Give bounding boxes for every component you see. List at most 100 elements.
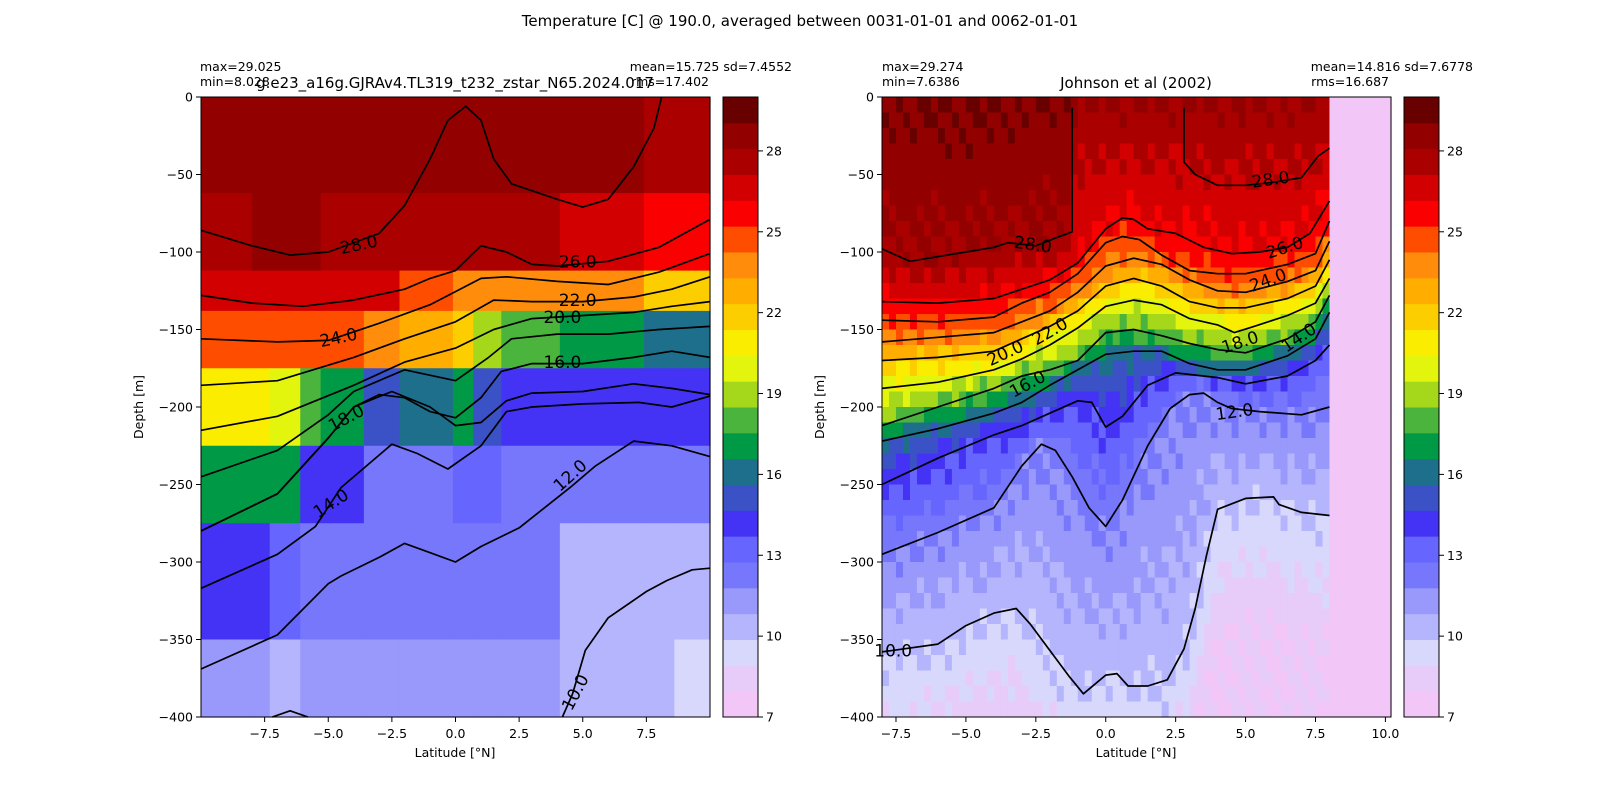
heatmap-cell (882, 484, 890, 501)
heatmap-cell (944, 376, 953, 393)
heatmap-cell (1273, 469, 1282, 486)
heatmap-cell (1224, 453, 1233, 470)
heatmap-cell (972, 360, 981, 377)
heatmap-cell (1238, 639, 1247, 656)
heatmap-cell (958, 360, 967, 377)
heatmap-cell (1119, 531, 1128, 548)
heatmap-cell (1322, 469, 1331, 486)
heatmap-cell (1224, 190, 1233, 207)
heatmap-cell (1371, 577, 1380, 594)
heatmap-cell (1133, 190, 1142, 207)
heatmap-cell (972, 128, 981, 145)
heatmap-cell (1280, 298, 1289, 315)
heatmap-cell (1245, 174, 1254, 191)
heatmap-cell (923, 515, 932, 532)
heatmap-cell (1084, 701, 1093, 718)
heatmap-cell (1028, 515, 1037, 532)
heatmap-cell (1021, 422, 1030, 439)
heatmap-cell (1168, 360, 1177, 377)
heatmap-cell (882, 298, 890, 315)
heatmap-cell (986, 376, 995, 393)
heatmap-cell (909, 453, 918, 470)
contour-line (1183, 107, 1330, 187)
heatmap-cell (1063, 624, 1072, 641)
heatmap-cell (1154, 546, 1163, 563)
heatmap-cell (972, 608, 981, 625)
heatmap-cell (1308, 159, 1317, 176)
heatmap-cell (1231, 391, 1240, 408)
heatmap-cell (1336, 360, 1345, 377)
heatmap-cell (1343, 546, 1352, 563)
heatmap-cell (965, 128, 974, 145)
heatmap-cell (1238, 546, 1247, 563)
heatmap-cell (1357, 500, 1366, 517)
heatmap-cell (1140, 174, 1149, 191)
heatmap-cell (902, 562, 911, 579)
contour-line (881, 277, 1331, 390)
heatmap-cell (1308, 577, 1317, 594)
heatmap-cell (1371, 438, 1380, 455)
heatmap-cell (590, 445, 645, 524)
heatmap-cell (1322, 314, 1331, 331)
heatmap-cell (1203, 298, 1212, 315)
heatmap-cell (937, 670, 946, 687)
heatmap-cell (1147, 97, 1156, 114)
heatmap-cell (1329, 391, 1338, 408)
heatmap-cell (1385, 562, 1392, 579)
heatmap-cell (1273, 329, 1282, 346)
heatmap-cell (1007, 190, 1016, 207)
heatmap-cell (1238, 655, 1247, 672)
heatmap-cell (1098, 190, 1107, 207)
heatmap-cell (1280, 469, 1289, 486)
heatmap-cell (1091, 546, 1100, 563)
heatmap-cell (1315, 438, 1324, 455)
heatmap-cell (1140, 531, 1149, 548)
heatmap-cell (1154, 97, 1163, 114)
heatmap-cell (951, 407, 960, 424)
heatmap-cell (1238, 407, 1247, 424)
heatmap-cell (909, 143, 918, 160)
heatmap-cell (1245, 236, 1254, 253)
heatmap-cell (1028, 655, 1037, 672)
heatmap-cell (1063, 686, 1072, 703)
heatmap-cell (1168, 577, 1177, 594)
heatmap-cell (1294, 221, 1303, 238)
heatmap-cell (1161, 639, 1170, 656)
heatmap-cell (452, 445, 474, 524)
heatmap-cell (1245, 453, 1254, 470)
heatmap-cell (979, 97, 988, 114)
heatmap-cell (1189, 143, 1198, 160)
heatmap-cell (1322, 546, 1331, 563)
heatmap-cell (1294, 422, 1303, 439)
heatmap-cell (1329, 655, 1338, 672)
heatmap-cell (930, 236, 939, 253)
heatmap-cell (1182, 422, 1191, 439)
heatmap-cell (1238, 283, 1247, 300)
x-tick-label: 5.0 (573, 726, 593, 741)
x-tick-label: 10.0 (1371, 726, 1399, 741)
heatmap-cell (986, 469, 995, 486)
heatmap-cell (1294, 593, 1303, 610)
heatmap-cell (888, 438, 897, 455)
x-tick-label: 7.5 (636, 726, 656, 741)
heatmap-cell (1112, 236, 1121, 253)
heatmap-cell (1210, 252, 1219, 269)
heatmap-cell (1063, 221, 1072, 238)
heatmap-cell (1049, 345, 1058, 362)
heatmap-cell (1280, 639, 1289, 656)
heatmap-cell (1196, 143, 1205, 160)
heatmap-cell (1175, 531, 1184, 548)
colorbar-segment (723, 200, 758, 227)
heatmap-cell (1315, 422, 1324, 439)
heatmap-cell (1119, 593, 1128, 610)
heatmap-cell (1014, 701, 1023, 718)
heatmap-cell (1021, 438, 1030, 455)
heatmap-cell (1084, 128, 1093, 145)
heatmap-cell (1196, 624, 1205, 641)
colorbar-tick-label: 16 (766, 467, 782, 482)
heatmap-cell (201, 639, 253, 718)
heatmap-cell (1231, 360, 1240, 377)
heatmap-cell (1147, 112, 1156, 129)
heatmap-cell (1245, 701, 1254, 718)
heatmap-cell (958, 422, 967, 439)
